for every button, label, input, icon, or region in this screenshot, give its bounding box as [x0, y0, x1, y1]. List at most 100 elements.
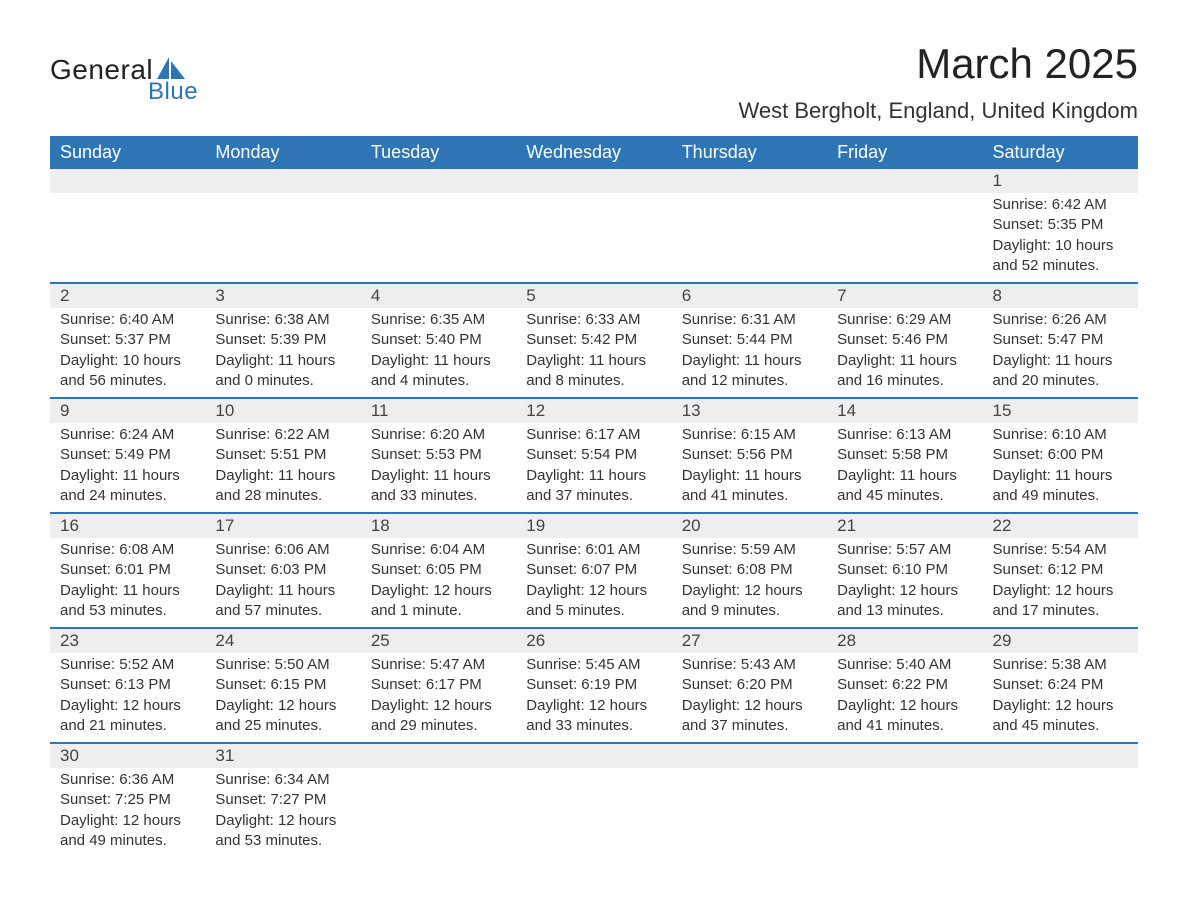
day-details: Sunrise: 6:33 AMSunset: 5:42 PMDaylight:…	[516, 308, 671, 397]
sunrise-text: Sunrise: 6:06 AM	[215, 540, 350, 560]
calendar-week-row: 1Sunrise: 6:42 AMSunset: 5:35 PMDaylight…	[50, 169, 1138, 282]
sunrise-text: Sunrise: 6:36 AM	[60, 770, 195, 790]
day-details	[361, 193, 516, 201]
daylight-text: Daylight: 12 hours and 29 minutes.	[371, 696, 506, 737]
sunset-text: Sunset: 5:37 PM	[60, 330, 195, 350]
day-number: 4	[361, 282, 516, 308]
day-details	[827, 768, 982, 776]
day-details: Sunrise: 6:01 AMSunset: 6:07 PMDaylight:…	[516, 538, 671, 627]
sunset-text: Sunset: 7:25 PM	[60, 790, 195, 810]
day-number: 27	[672, 627, 827, 653]
calendar-cell: 25Sunrise: 5:47 AMSunset: 6:17 PMDayligh…	[361, 627, 516, 742]
sunset-text: Sunset: 6:22 PM	[837, 675, 972, 695]
daylight-text: Daylight: 11 hours and 16 minutes.	[837, 351, 972, 392]
day-details: Sunrise: 6:20 AMSunset: 5:53 PMDaylight:…	[361, 423, 516, 512]
sunrise-text: Sunrise: 6:20 AM	[371, 425, 506, 445]
daylight-text: Daylight: 10 hours and 52 minutes.	[993, 236, 1128, 277]
day-details: Sunrise: 6:38 AMSunset: 5:39 PMDaylight:…	[205, 308, 360, 397]
calendar-cell: 26Sunrise: 5:45 AMSunset: 6:19 PMDayligh…	[516, 627, 671, 742]
daylight-text: Daylight: 11 hours and 53 minutes.	[60, 581, 195, 622]
logo-text-general: General	[50, 54, 153, 86]
daylight-text: Daylight: 11 hours and 28 minutes.	[215, 466, 350, 507]
sunset-text: Sunset: 6:20 PM	[682, 675, 817, 695]
day-details: Sunrise: 6:17 AMSunset: 5:54 PMDaylight:…	[516, 423, 671, 512]
day-number	[50, 169, 205, 193]
sunrise-text: Sunrise: 5:38 AM	[993, 655, 1128, 675]
daylight-text: Daylight: 12 hours and 9 minutes.	[682, 581, 817, 622]
day-details: Sunrise: 6:26 AMSunset: 5:47 PMDaylight:…	[983, 308, 1138, 397]
page-header: General Blue March 2025 West Bergholt, E…	[50, 40, 1138, 124]
day-number: 9	[50, 397, 205, 423]
sunset-text: Sunset: 5:35 PM	[993, 215, 1128, 235]
weekday-header: Friday	[827, 136, 982, 169]
sunset-text: Sunset: 6:08 PM	[682, 560, 817, 580]
sunrise-text: Sunrise: 5:50 AM	[215, 655, 350, 675]
calendar-cell: 24Sunrise: 5:50 AMSunset: 6:15 PMDayligh…	[205, 627, 360, 742]
calendar-cell: 8Sunrise: 6:26 AMSunset: 5:47 PMDaylight…	[983, 282, 1138, 397]
weekday-header: Saturday	[983, 136, 1138, 169]
day-number: 5	[516, 282, 671, 308]
calendar-week-row: 30Sunrise: 6:36 AMSunset: 7:25 PMDayligh…	[50, 742, 1138, 857]
weekday-header: Thursday	[672, 136, 827, 169]
sunrise-text: Sunrise: 5:47 AM	[371, 655, 506, 675]
title-block: March 2025 West Bergholt, England, Unite…	[739, 40, 1139, 124]
daylight-text: Daylight: 11 hours and 0 minutes.	[215, 351, 350, 392]
sunset-text: Sunset: 5:56 PM	[682, 445, 817, 465]
day-details: Sunrise: 5:50 AMSunset: 6:15 PMDaylight:…	[205, 653, 360, 742]
calendar-cell: 22Sunrise: 5:54 AMSunset: 6:12 PMDayligh…	[983, 512, 1138, 627]
daylight-text: Daylight: 12 hours and 1 minute.	[371, 581, 506, 622]
day-number	[516, 742, 671, 768]
day-number	[361, 169, 516, 193]
calendar-cell-empty	[983, 742, 1138, 857]
logo-text-blue: Blue	[148, 78, 198, 106]
day-details: Sunrise: 5:45 AMSunset: 6:19 PMDaylight:…	[516, 653, 671, 742]
daylight-text: Daylight: 11 hours and 24 minutes.	[60, 466, 195, 507]
sunrise-text: Sunrise: 6:17 AM	[526, 425, 661, 445]
sunrise-text: Sunrise: 6:01 AM	[526, 540, 661, 560]
day-number: 29	[983, 627, 1138, 653]
day-number: 14	[827, 397, 982, 423]
sunset-text: Sunset: 6:17 PM	[371, 675, 506, 695]
day-details: Sunrise: 6:10 AMSunset: 6:00 PMDaylight:…	[983, 423, 1138, 512]
calendar-cell: 11Sunrise: 6:20 AMSunset: 5:53 PMDayligh…	[361, 397, 516, 512]
calendar-week-row: 16Sunrise: 6:08 AMSunset: 6:01 PMDayligh…	[50, 512, 1138, 627]
day-number	[672, 169, 827, 193]
day-number: 26	[516, 627, 671, 653]
calendar-cell: 12Sunrise: 6:17 AMSunset: 5:54 PMDayligh…	[516, 397, 671, 512]
calendar-cell-empty	[516, 169, 671, 282]
day-details: Sunrise: 6:40 AMSunset: 5:37 PMDaylight:…	[50, 308, 205, 397]
daylight-text: Daylight: 11 hours and 41 minutes.	[682, 466, 817, 507]
sunrise-text: Sunrise: 6:08 AM	[60, 540, 195, 560]
day-details	[672, 193, 827, 201]
sunrise-text: Sunrise: 6:31 AM	[682, 310, 817, 330]
weekday-header: Tuesday	[361, 136, 516, 169]
sunset-text: Sunset: 6:10 PM	[837, 560, 972, 580]
sunset-text: Sunset: 6:05 PM	[371, 560, 506, 580]
day-number: 23	[50, 627, 205, 653]
day-details	[205, 193, 360, 201]
daylight-text: Daylight: 11 hours and 8 minutes.	[526, 351, 661, 392]
day-number: 21	[827, 512, 982, 538]
day-details: Sunrise: 6:29 AMSunset: 5:46 PMDaylight:…	[827, 308, 982, 397]
day-details: Sunrise: 5:52 AMSunset: 6:13 PMDaylight:…	[50, 653, 205, 742]
sunset-text: Sunset: 5:46 PM	[837, 330, 972, 350]
sunrise-text: Sunrise: 6:24 AM	[60, 425, 195, 445]
sunrise-text: Sunrise: 5:45 AM	[526, 655, 661, 675]
sunrise-text: Sunrise: 6:35 AM	[371, 310, 506, 330]
sunset-text: Sunset: 6:12 PM	[993, 560, 1128, 580]
calendar-cell: 15Sunrise: 6:10 AMSunset: 6:00 PMDayligh…	[983, 397, 1138, 512]
day-number: 10	[205, 397, 360, 423]
day-number: 12	[516, 397, 671, 423]
day-number: 15	[983, 397, 1138, 423]
sunrise-text: Sunrise: 6:42 AM	[993, 195, 1128, 215]
calendar-cell: 1Sunrise: 6:42 AMSunset: 5:35 PMDaylight…	[983, 169, 1138, 282]
sunset-text: Sunset: 5:49 PM	[60, 445, 195, 465]
sunset-text: Sunset: 6:19 PM	[526, 675, 661, 695]
sunrise-text: Sunrise: 6:33 AM	[526, 310, 661, 330]
day-details: Sunrise: 5:54 AMSunset: 6:12 PMDaylight:…	[983, 538, 1138, 627]
calendar-cell-empty	[50, 169, 205, 282]
sunset-text: Sunset: 6:01 PM	[60, 560, 195, 580]
daylight-text: Daylight: 11 hours and 37 minutes.	[526, 466, 661, 507]
day-number: 1	[983, 169, 1138, 193]
location-label: West Bergholt, England, United Kingdom	[739, 98, 1139, 124]
